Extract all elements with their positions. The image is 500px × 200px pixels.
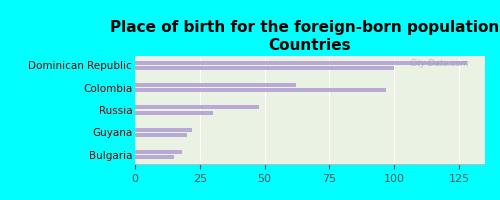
Bar (135, 66, 394, 70)
Bar (135, 133, 187, 137)
Bar (135, 128, 192, 132)
Bar (135, 155, 174, 159)
Bar (135, 105, 260, 109)
Bar (135, 61, 467, 65)
Title: Place of birth for the foreign-born population -
Countries: Place of birth for the foreign-born popu… (110, 20, 500, 53)
Bar (135, 111, 213, 115)
Bar (135, 150, 182, 154)
Bar (135, 83, 296, 87)
Bar (135, 88, 386, 92)
Text: City-Data.com: City-Data.com (410, 59, 470, 68)
